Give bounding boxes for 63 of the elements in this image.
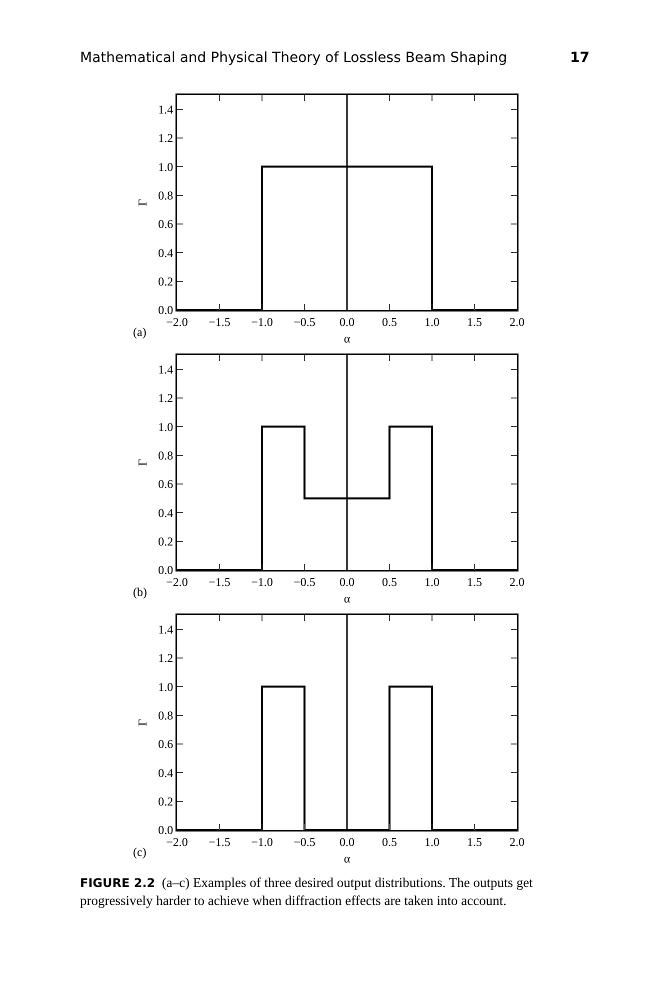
x-tick-label: −1.5 [208,574,230,589]
x-tick-label: 1.5 [467,574,482,589]
y-axis-title: Γ [136,198,150,206]
x-tick-label: 2.0 [510,314,524,329]
text: Mathematical and Physical Theory of Lossless Beam Shaping [80,50,508,66]
x-tick-label: 2.0 [510,834,524,849]
y-tick-label: 0.8 [158,188,174,203]
x-tick-label: 1.0 [424,834,440,849]
y-tick-label: 1.2 [158,391,174,406]
text: (a) [133,325,146,339]
x-tick-label: −2.0 [166,574,188,589]
text: (c) [133,845,146,859]
y-tick-label: 0.0 [158,823,174,838]
x-tick-label: 0.5 [382,574,397,589]
y-tick-label: 1.0 [158,160,174,174]
y-tick-label: 1.4 [158,362,174,377]
x-tick-label: 1.0 [424,574,440,589]
y-tick-label: 0.0 [158,563,174,578]
x-tick-label: 2.0 [510,574,524,589]
y-tick-label: 0.6 [158,477,174,492]
y-tick-label: 0.4 [158,766,174,780]
x-axis-title: α [344,852,351,866]
y-tick-label: 1.2 [158,131,174,146]
x-tick-label: −1.5 [208,834,230,849]
x-tick-label: −1.5 [208,314,230,329]
caption: FIGURE 2.2 (a–c) Examples of three desired output distributions. The outputs get progressively harder to achieve when diffraction effects are taken into account. [80,874,534,909]
y-tick-label: 0.8 [158,708,174,723]
x-tick-label: 1.5 [467,314,482,329]
x-tick-label: −0.5 [294,574,316,589]
x-tick-label: −2.0 [166,834,188,849]
y-tick-label: 1.4 [158,102,174,117]
x-tick-label: −1.0 [251,314,273,329]
x-tick-label: 0.0 [340,314,354,329]
x-tick-label: −0.5 [294,834,316,849]
x-axis-title: α [344,332,351,346]
y-tick-label: 1.0 [158,420,174,434]
x-tick-label: −0.5 [294,314,316,329]
y-tick-label: 1.4 [158,622,174,637]
x-tick-label: 0.0 [340,574,354,589]
y-tick-label: 0.4 [158,246,174,260]
y-tick-label: 0.4 [158,506,174,520]
y-axis-title: Γ [136,458,150,466]
y-tick-label: 0.2 [158,534,174,549]
y-tick-label: 0.8 [158,448,174,463]
y-tick-label: 0.2 [158,794,174,809]
y-tick-label: 1.2 [158,651,174,666]
text: 17 [570,50,590,66]
x-tick-label: −1.0 [251,574,273,589]
text: (b) [133,585,147,599]
y-tick-label: 0.6 [158,737,174,752]
y-axis-title: Γ [136,718,150,726]
y-tick-label: 0.6 [158,217,174,232]
x-tick-label: −2.0 [166,314,188,329]
x-tick-label: 0.5 [382,834,397,849]
y-tick-label: 1.0 [158,680,174,694]
x-tick-label: 1.0 [424,314,440,329]
y-tick-label: 0.2 [158,274,174,289]
x-tick-label: 1.5 [467,834,482,849]
y-tick-label: 0.0 [158,303,174,318]
x-tick-label: 0.0 [340,834,354,849]
x-tick-label: 0.5 [382,314,397,329]
x-axis-title: α [344,592,351,606]
x-tick-label: −1.0 [251,834,273,849]
